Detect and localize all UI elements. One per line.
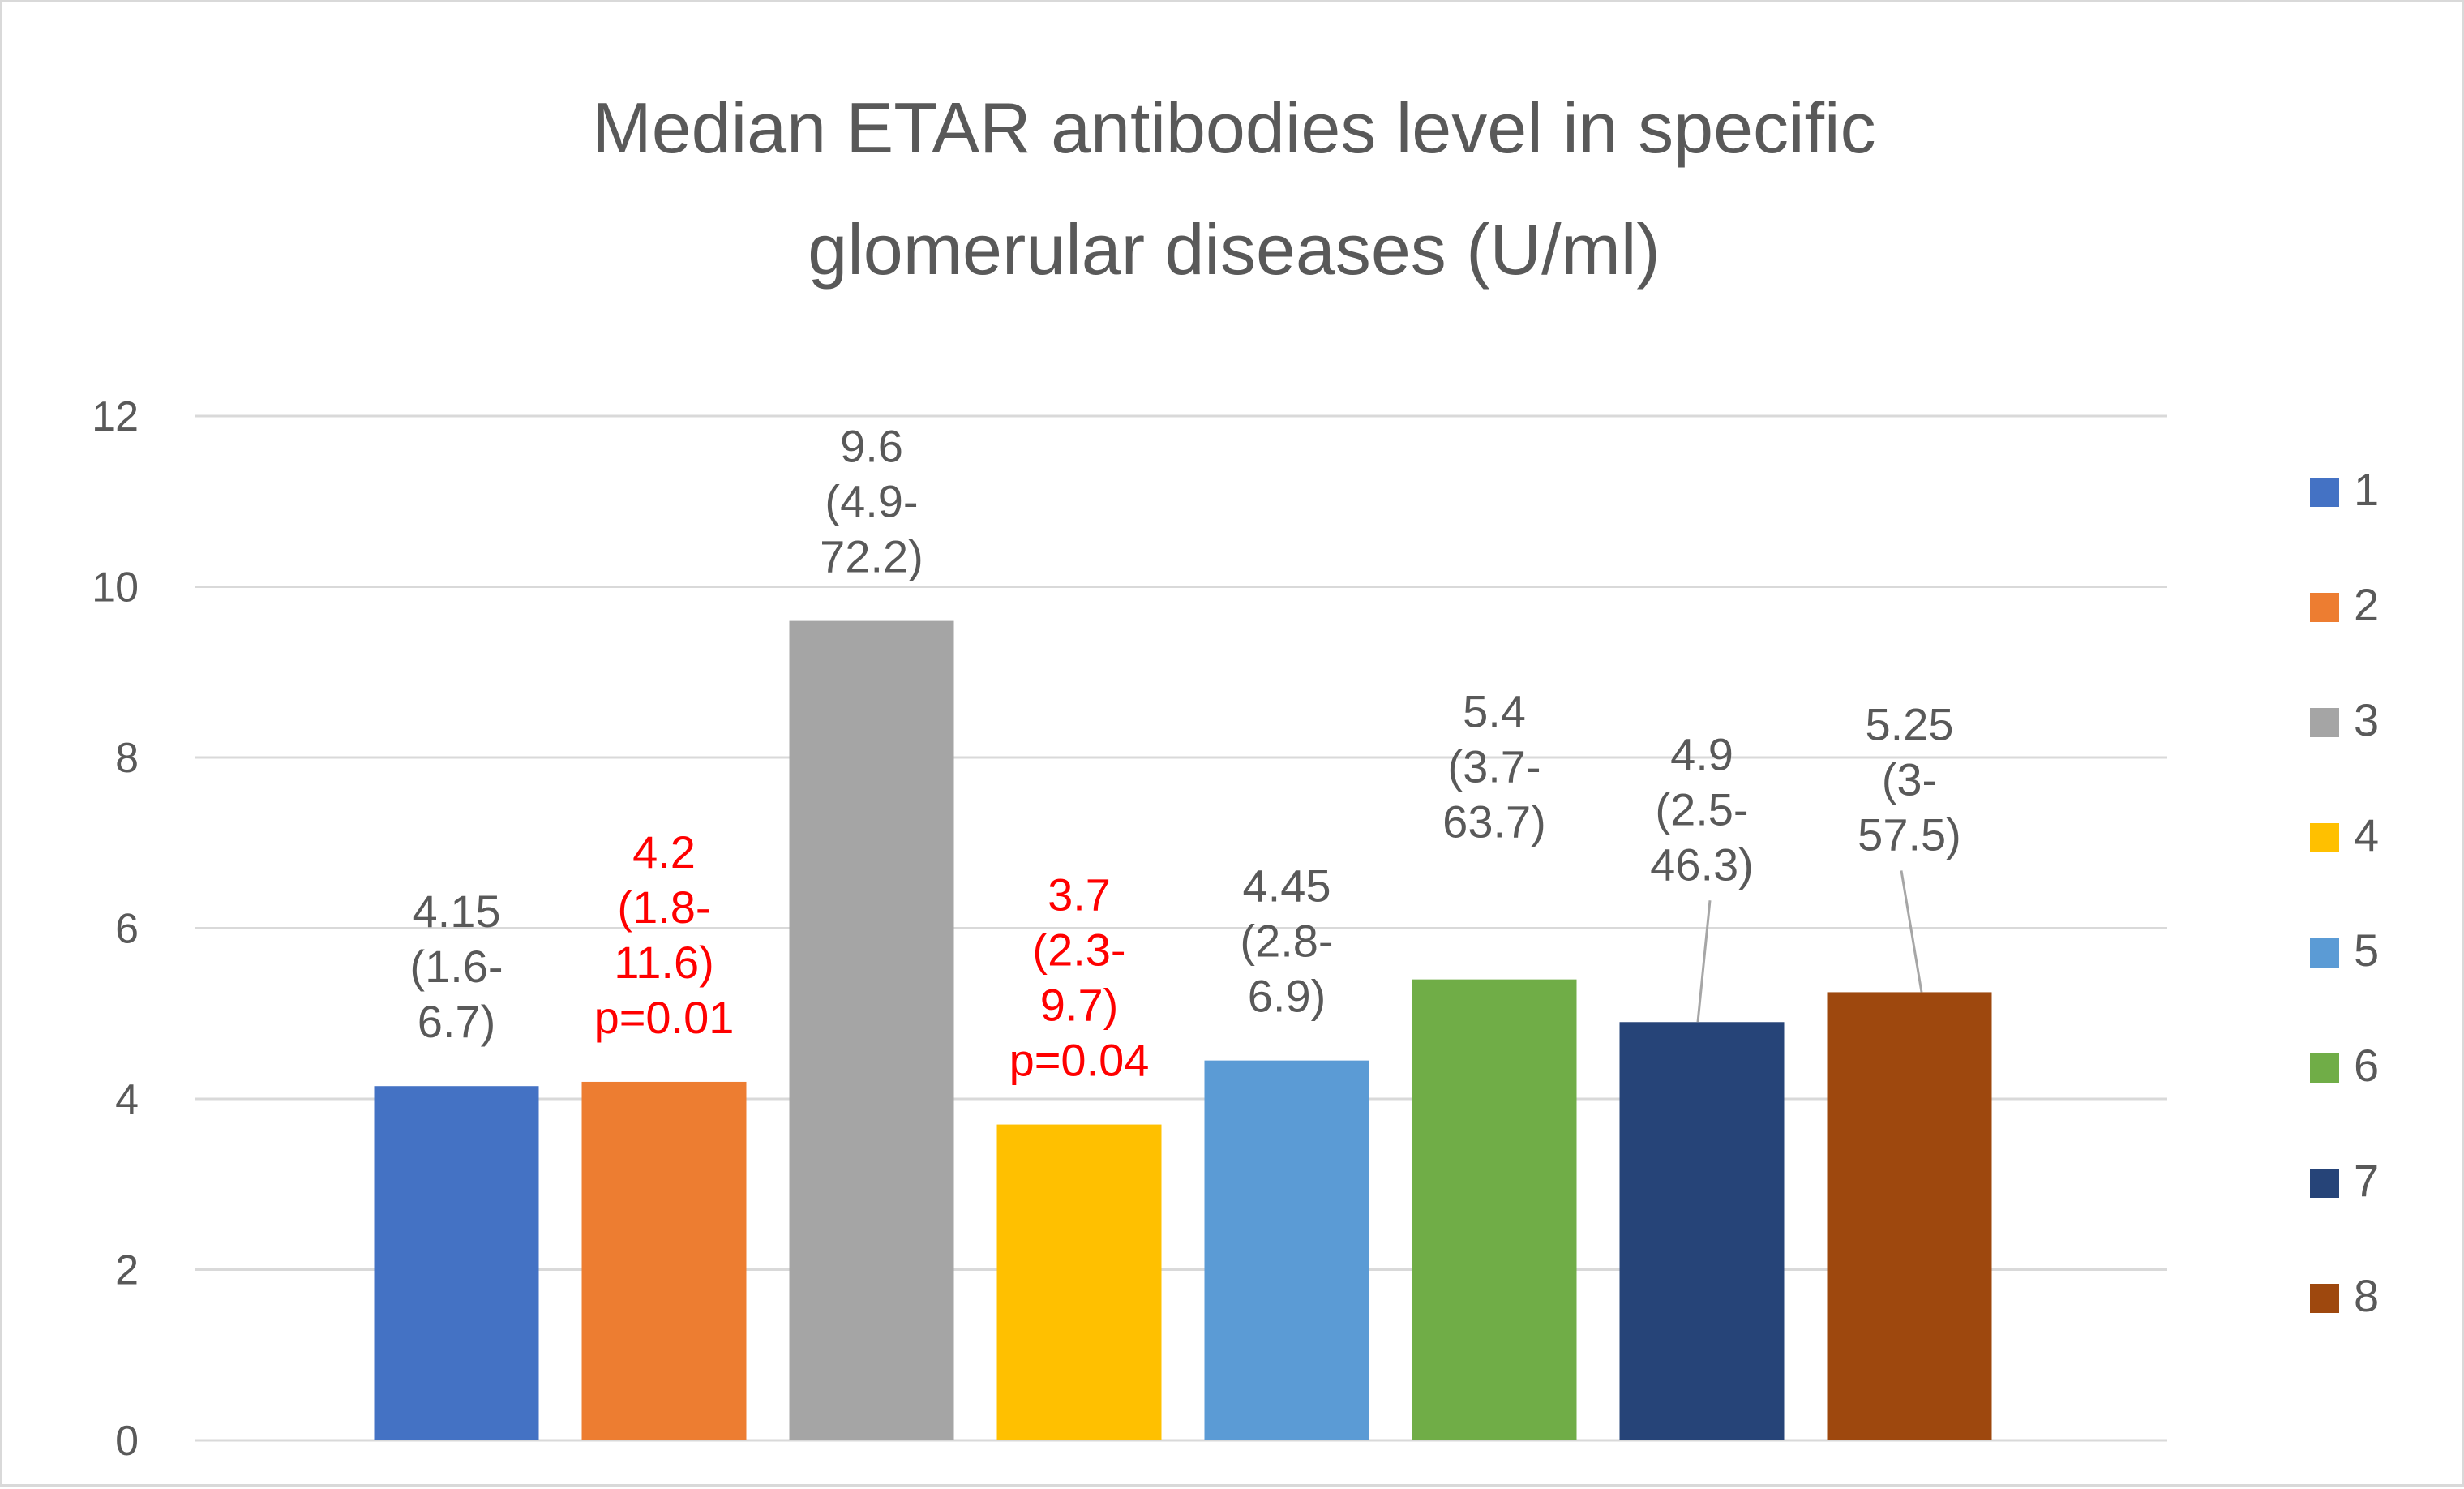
data-label-line: 46.3) [1650, 839, 1754, 890]
chart-title-line-2: glomerular diseases (U/ml) [808, 209, 1660, 290]
leader-line [1696, 900, 1712, 1023]
data-label-line: 9.7) [1040, 980, 1119, 1031]
data-label-line: 5.25 [1866, 698, 1954, 749]
data-label-line: (1.8- [617, 882, 710, 933]
legend-swatch [2310, 1053, 2339, 1083]
legend-label: 3 [2354, 694, 2379, 745]
y-tick-label: 4 [115, 1076, 139, 1123]
legend-swatch [2310, 1284, 2339, 1313]
data-label-line: (4.9- [825, 476, 918, 527]
y-tick-label: 12 [92, 393, 139, 440]
chart-title-line-1: Median ETAR antibodies level in specific [592, 88, 1875, 168]
chart-title: Median ETAR antibodies level in specific… [592, 88, 1875, 290]
legend-label: 6 [2354, 1040, 2379, 1091]
data-label-line: 4.15 [413, 886, 501, 937]
legend-item-4: 4 [2310, 809, 2379, 860]
y-tick-label: 6 [115, 906, 139, 953]
data-label-line: 4.9 [1670, 728, 1733, 779]
legend-item-3: 3 [2310, 694, 2379, 745]
data-label-2: 4.2(1.8-11.6)p=0.01 [594, 826, 735, 1043]
bar-5 [1204, 1060, 1369, 1440]
legend-item-5: 5 [2310, 925, 2379, 976]
legend-item-1: 1 [2310, 464, 2379, 515]
data-label-line: 6.7) [418, 996, 496, 1047]
data-label-line: 3.7 [1048, 869, 1111, 920]
data-label-line: p=0.01 [594, 992, 735, 1043]
data-label-line: 6.9) [1248, 971, 1326, 1022]
data-label-line: p=0.04 [1009, 1035, 1150, 1086]
data-label-line: 11.6) [614, 937, 713, 988]
data-label-line: 72.2) [820, 531, 923, 582]
data-label-6: 5.4(3.7-63.7) [1442, 686, 1546, 847]
legend: 1 2 3 4 5 6 7 8 [2310, 464, 2379, 1321]
bar-4 [996, 1124, 1162, 1440]
bar-3 [789, 620, 954, 1440]
data-label-line: (3- [1882, 753, 1937, 805]
legend-item-2: 2 [2310, 579, 2379, 630]
data-label-line: (2.8- [1240, 916, 1333, 967]
data-label-line: 4.2 [632, 826, 696, 878]
bar-6 [1412, 979, 1577, 1440]
legend-label: 5 [2354, 925, 2379, 976]
legend-label: 2 [2354, 579, 2379, 630]
legend-item-7: 7 [2310, 1155, 2379, 1206]
data-label-line: (2.3- [1032, 925, 1125, 976]
y-tick-label: 0 [115, 1418, 139, 1465]
data-label-7: 4.9(2.5-46.3) [1650, 728, 1754, 1023]
data-label-line: (3.7- [1447, 741, 1541, 792]
legend-swatch [2310, 478, 2339, 507]
bars [374, 620, 1992, 1440]
data-label-line: 5.4 [1463, 686, 1526, 737]
bar-8 [1827, 992, 1992, 1440]
legend-label: 4 [2354, 809, 2379, 860]
data-label-8: 5.25(3-57.5) [1858, 698, 1961, 993]
bar-1 [374, 1086, 539, 1440]
y-axis-tick-labels: 0 2 4 6 8 10 12 [92, 393, 139, 1465]
legend-swatch [2310, 823, 2339, 852]
legend-item-6: 6 [2310, 1040, 2379, 1091]
bar-2 [581, 1081, 747, 1440]
data-label-line: 9.6 [840, 421, 903, 472]
bar-7 [1619, 1022, 1785, 1440]
legend-swatch [2310, 938, 2339, 968]
legend-label: 7 [2354, 1155, 2379, 1206]
legend-swatch [2310, 593, 2339, 622]
data-label-1: 4.15(1.6-6.7) [409, 886, 503, 1047]
leader-line [1900, 870, 1923, 993]
data-label-5: 4.45(2.8-6.9) [1240, 860, 1333, 1022]
y-tick-label: 8 [115, 735, 139, 782]
legend-item-8: 8 [2310, 1270, 2379, 1321]
legend-swatch [2310, 708, 2339, 737]
data-label-3: 9.6(4.9-72.2) [820, 421, 923, 582]
data-label-line: 4.45 [1243, 860, 1331, 912]
data-label-line: 57.5) [1858, 809, 1961, 860]
y-tick-label: 10 [92, 564, 139, 611]
legend-label: 8 [2354, 1270, 2379, 1321]
data-labels: 4.15(1.6-6.7) 4.2(1.8-11.6)p=0.01 9.6(4.9-… [409, 421, 1960, 1086]
y-tick-label: 2 [115, 1247, 139, 1294]
data-label-4: 3.7(2.3-9.7)p=0.04 [1009, 869, 1150, 1086]
data-label-line: 63.7) [1442, 796, 1546, 847]
data-label-line: (1.6- [409, 941, 503, 992]
legend-swatch [2310, 1169, 2339, 1198]
data-label-line: (2.5- [1655, 783, 1748, 835]
legend-label: 1 [2354, 464, 2379, 515]
